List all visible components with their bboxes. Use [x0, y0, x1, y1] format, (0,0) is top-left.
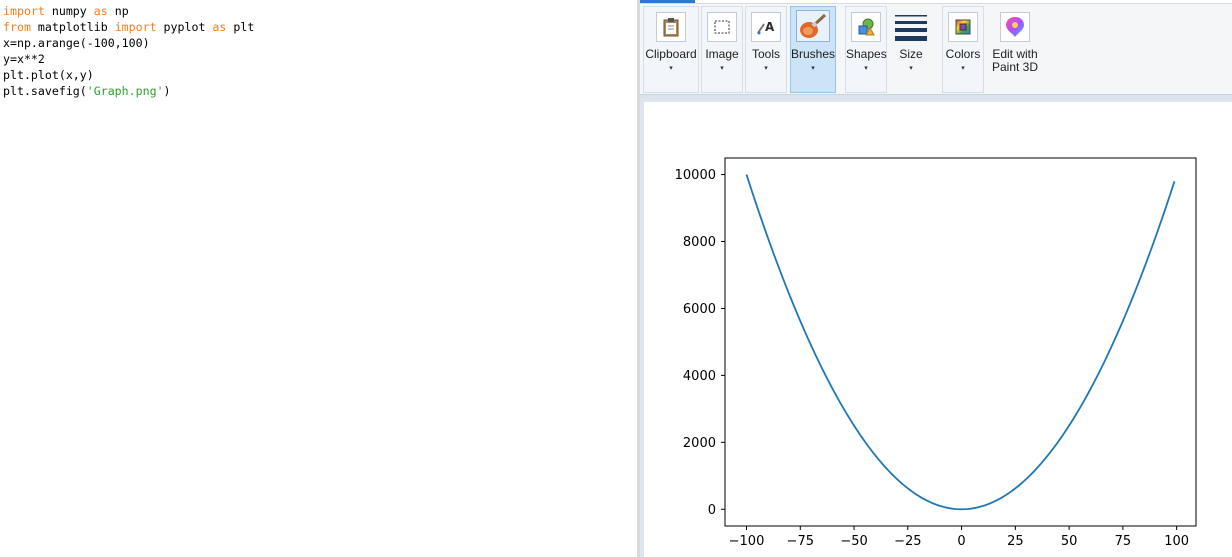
code-text: plt.plot(x,y): [3, 68, 94, 82]
paint3d-label: Edit with Paint 3D: [987, 48, 1043, 74]
image-label: Image: [705, 47, 739, 61]
chevron-down-icon: ▾: [764, 64, 768, 72]
ribbon: Clipboard ▾ Image ▾ A Tools ▾: [640, 3, 1232, 94]
brushes-label: Brushes: [791, 47, 836, 61]
x-tick-label: −25: [894, 534, 921, 549]
code-text: plt.savefig(: [3, 84, 87, 98]
shapes-icon: [851, 12, 881, 42]
brush-icon: [796, 10, 830, 42]
code-keyword: as: [212, 20, 227, 34]
paint3d-label-line2: Paint 3D: [991, 60, 1039, 74]
chart: −100 −75 −50 −25 0 25 50 75 100 0 2000 4000 6000 8000…: [675, 157, 1197, 549]
code-text: numpy: [44, 4, 94, 18]
code-text: ): [163, 84, 171, 98]
y-tick-label: 0: [708, 503, 716, 518]
x-tick-label: 75: [1115, 534, 1132, 549]
chevron-down-icon: ▾: [909, 64, 913, 72]
tab-strip: [640, 0, 1232, 3]
edit-with-paint3d-button[interactable]: Edit with Paint 3D: [986, 6, 1044, 93]
tools-label: Tools: [751, 47, 780, 61]
clipboard-button[interactable]: Clipboard ▾: [643, 6, 699, 93]
canvas-workspace[interactable]: −100 −75 −50 −25 0 25 50 75 100 0 2000 4000 6000 8000…: [640, 99, 1232, 557]
palette-icon: [948, 12, 978, 42]
code-line: x=np.arange(-100,100): [3, 35, 150, 51]
ribbon-separator: [640, 94, 1232, 99]
pane-divider[interactable]: [637, 0, 640, 557]
tools-button[interactable]: A Tools ▾: [745, 6, 787, 93]
line-size-icon: [894, 12, 928, 42]
code-keyword: from: [3, 20, 31, 34]
code-string: 'Graph.png': [86, 84, 164, 98]
chevron-down-icon: ▾: [669, 64, 673, 72]
plot-frame: [724, 157, 1197, 527]
code-text: y=x**2: [3, 52, 45, 66]
colors-button[interactable]: Colors ▾: [942, 6, 984, 93]
code-keyword: import: [3, 4, 45, 18]
code-text: matplotlib: [30, 20, 115, 34]
shapes-label: Shapes: [846, 47, 887, 61]
paint-window: Clipboard ▾ Image ▾ A Tools ▾: [640, 0, 1232, 557]
chevron-down-icon: ▾: [864, 64, 868, 72]
x-tick-label: 25: [1007, 534, 1024, 549]
y-tick-label: 2000: [683, 436, 716, 451]
x-tick-label: −100: [729, 534, 765, 549]
code-line: y=x**2: [3, 51, 45, 67]
clipboard-label: Clipboard: [645, 47, 697, 61]
chevron-down-icon: ▾: [720, 64, 724, 72]
code-line: plt.plot(x,y): [3, 67, 94, 83]
size-label: Size: [899, 47, 923, 61]
x-tick-label: 100: [1164, 534, 1189, 549]
code-text: x=np.arange(-100,100): [3, 36, 150, 50]
code-text: pyplot: [156, 20, 213, 34]
colors-label: Colors: [945, 47, 981, 61]
brushes-button[interactable]: Brushes ▾: [790, 6, 836, 93]
clipboard-icon: [656, 12, 686, 42]
paint3d-label-line1: Edit with: [992, 47, 1038, 61]
chevron-down-icon: ▾: [961, 64, 965, 72]
svg-text:A: A: [765, 20, 775, 34]
tab-home[interactable]: [640, 0, 695, 3]
paint3d-icon: [1000, 12, 1030, 42]
code-text: plt: [226, 20, 255, 34]
y-tick-label: 6000: [683, 302, 716, 317]
paint-canvas[interactable]: −100 −75 −50 −25 0 25 50 75 100 0 2000 4000 6000 8000…: [644, 102, 1232, 557]
code-editor[interactable]: import numpy as np from matplotlib import…: [0, 0, 637, 557]
chevron-down-icon: ▾: [811, 64, 815, 72]
code-line: from matplotlib import pyplot as plt: [3, 19, 254, 35]
code-line: plt.savefig('Graph.png'): [3, 83, 171, 99]
y-tick-label: 4000: [683, 369, 716, 384]
x-tick-label: −75: [787, 534, 814, 549]
text-tool-icon: A: [751, 12, 781, 42]
code-keyword: as: [93, 4, 108, 18]
size-button[interactable]: Size ▾: [890, 6, 932, 93]
select-icon: [707, 12, 737, 42]
y-tick-label: 10000: [675, 168, 716, 183]
code-keyword: import: [114, 20, 157, 34]
x-tick-label: 50: [1061, 534, 1078, 549]
y-tick-label: 8000: [683, 235, 716, 250]
series-line: [745, 174, 1176, 511]
x-tick-label: 0: [957, 534, 965, 549]
code-text: np: [107, 4, 129, 18]
image-button[interactable]: Image ▾: [701, 6, 743, 93]
x-tick-label: −50: [840, 534, 867, 549]
shapes-button[interactable]: Shapes ▾: [845, 6, 887, 93]
code-line: import numpy as np: [3, 3, 129, 19]
